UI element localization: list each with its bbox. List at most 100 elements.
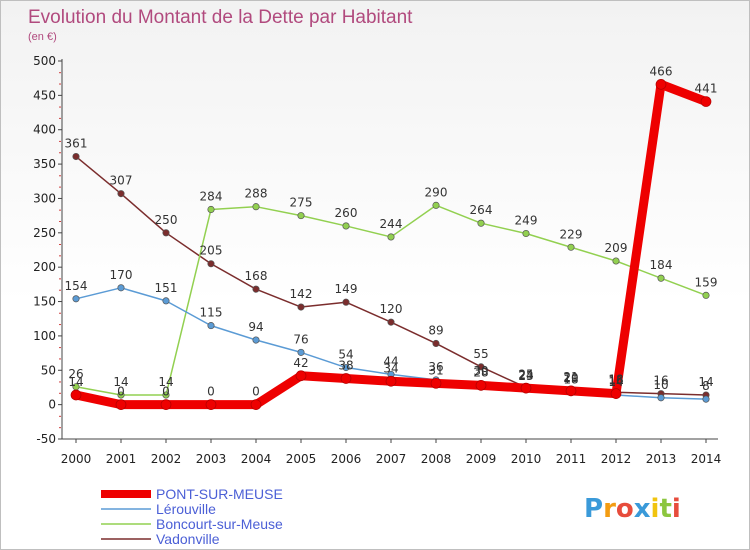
series-point [117,391,125,399]
y-minor-tick [59,152,61,154]
y-tick-label: 200 [33,260,56,274]
x-tick-label: 2000 [61,452,92,466]
y-tick-label: 50 [41,363,56,377]
y-minor-tick [59,140,61,142]
series-point [115,399,127,410]
y-tick-label: 500 [33,54,56,68]
logo-letter: i [672,494,681,524]
y-minor-tick [59,72,61,74]
data-label: 44 [383,354,398,368]
series-point [342,363,350,372]
series-point [162,229,170,237]
y-minor-tick [59,209,61,211]
y-tick-label: 0 [48,398,56,412]
data-label: 290 [425,185,448,199]
data-label: 361 [65,137,88,151]
y-minor-tick [59,312,61,314]
data-label: 466 [650,64,673,78]
series-point [117,190,125,198]
y-tick-label: 450 [33,88,56,102]
series-point [700,96,712,107]
y-minor-tick [59,244,61,246]
y-minor-tick [59,278,61,280]
x-tick-label: 2009 [466,452,497,466]
data-label: 55 [473,347,488,361]
data-label: 275 [290,196,313,210]
series-point [387,233,395,241]
y-tick-label: 300 [33,191,56,205]
x-tick-label: 2014 [691,452,722,466]
data-label: 20 [563,371,578,385]
y-minor-tick [59,381,61,383]
data-label: 89 [428,323,443,337]
logo-letter: r [603,494,616,524]
logo-text: Proxiti [584,494,681,524]
series-point [432,201,440,209]
y-minor-tick [59,358,61,360]
data-label: 26 [68,367,83,381]
series-point [250,399,262,410]
series-point [252,336,260,344]
legend-label-2: Boncourt-sur-Meuse [156,516,283,532]
y-minor-tick [59,255,61,257]
series-point [610,388,622,399]
x-tick-label: 2003 [196,452,227,466]
series-point [385,375,397,387]
data-label: 209 [605,241,628,255]
logo-letter: P [584,494,603,524]
x-tick-label: 2013 [646,452,677,466]
y-tick-label: 150 [33,295,56,309]
data-label: 250 [155,213,178,227]
data-label: 14 [608,375,623,389]
series-point [522,229,530,238]
data-label: 28 [473,365,488,379]
y-minor-tick [59,392,61,394]
y-tick-label: 250 [33,226,56,240]
y-minor-tick [59,175,61,177]
series-point [432,339,440,348]
x-tick-label: 2010 [511,452,542,466]
data-label: 184 [650,258,673,272]
x-tick-label: 2007 [376,452,407,466]
x-tick-label: 2006 [331,452,362,466]
data-label: 16 [608,374,623,388]
series-point [702,395,710,403]
logo-letter: i [651,494,660,524]
data-label: 14 [113,375,128,389]
series-point [340,373,352,384]
data-label: 30 [473,364,488,378]
series-point [342,222,350,230]
series-point [430,377,442,389]
proxiti-logo: Proxiti [584,494,681,524]
data-label: 34 [383,361,398,375]
data-label: 14 [698,375,713,389]
series-point [657,274,665,282]
x-tick-label: 2002 [151,452,182,466]
data-label: 94 [248,320,263,334]
y-minor-tick [59,117,61,119]
series-point [117,284,125,292]
series-point [295,370,307,382]
data-label: 151 [155,281,178,295]
data-label: 154 [65,279,88,293]
data-label: 42 [293,356,308,370]
series-point [207,260,215,268]
series-point [72,295,80,303]
y-tick-label: 100 [33,329,56,343]
data-label: 23 [518,369,533,383]
data-label: 249 [515,214,538,228]
logo-letter: t [659,494,671,524]
data-label: 14 [158,375,173,389]
chart-title: Evolution du Montant de la Dette par Hab… [28,7,413,28]
series-point [657,394,665,402]
y-minor-tick [59,324,61,326]
data-label: 38 [338,359,353,373]
data-label: 76 [293,332,308,346]
data-label: 441 [695,82,718,96]
data-label: 0 [252,385,260,399]
series-point [252,203,260,211]
series-point [297,348,305,356]
data-label: 168 [245,269,268,283]
y-tick-label: -50 [36,432,56,446]
